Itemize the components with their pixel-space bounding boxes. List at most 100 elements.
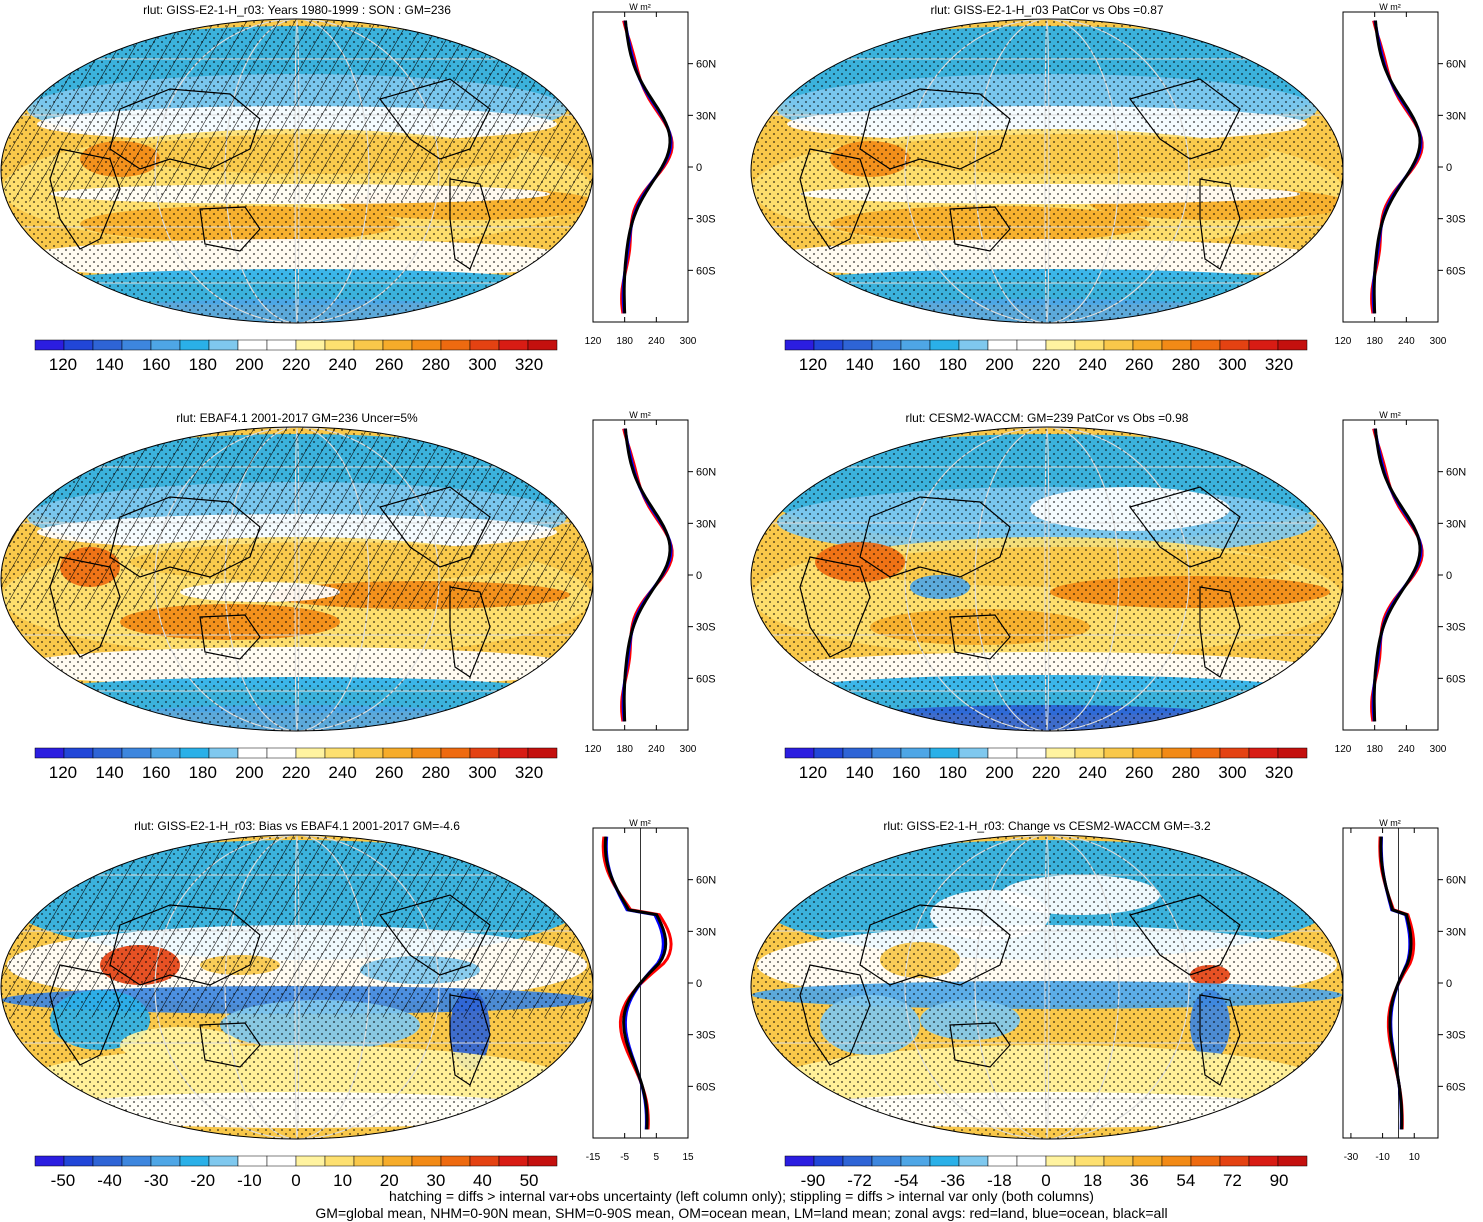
coastline: [49, 964, 121, 1066]
zonal-all-curve: [603, 836, 668, 1130]
colorbar-label: 220: [1032, 355, 1060, 374]
colorbar-swatch: [63, 339, 94, 351]
lat-tick-label: 30S: [696, 622, 716, 634]
zonal-unit-label: W m²: [629, 410, 651, 420]
colorbar-swatch: [440, 747, 471, 759]
lat-tick-label: 0: [696, 570, 702, 582]
x-tick-label: 180: [616, 336, 633, 347]
x-tick-label: -10: [1375, 1152, 1390, 1163]
colorbar-label: -72: [847, 1171, 872, 1190]
colorbar-label: 200: [985, 355, 1013, 374]
map-field: [1, 427, 593, 731]
colorbar-swatch: [179, 339, 210, 351]
zonal-unit-label: W m²: [1379, 818, 1401, 828]
lat-tick-label: 60N: [1446, 467, 1466, 479]
colorbar-swatch: [929, 747, 960, 759]
x-tick-label: 120: [1335, 336, 1352, 347]
footer-line-2: GM=global mean, NHM=0-90N mean, SHM=0-90…: [315, 1205, 1168, 1221]
colorbar-swatch: [63, 747, 94, 759]
colorbar-swatch: [527, 339, 558, 351]
colorbar-swatch: [871, 339, 902, 351]
colorbar-swatch: [1161, 747, 1192, 759]
lat-tick-label: 30N: [1446, 110, 1466, 122]
colorbar-swatch: [382, 747, 413, 759]
colorbar-swatch: [871, 1155, 902, 1167]
colorbar-swatch: [469, 1155, 500, 1167]
colorbar-label: 140: [845, 355, 873, 374]
colorbar-label: 0: [1041, 1171, 1050, 1190]
colorbar-swatch: [179, 747, 210, 759]
colorbar-label: 320: [515, 355, 543, 374]
colorbar-swatch: [1132, 747, 1163, 759]
panel-change-vs-ref: rlut: GISS-E2-1-H_r03: Change vs CESM2-W…: [750, 818, 1466, 1190]
lat-tick-label: 30N: [696, 110, 716, 122]
coastline: [199, 206, 261, 252]
colorbar-label: 220: [1032, 763, 1060, 782]
map-field: [1, 835, 593, 1139]
colorbar-swatch: [469, 339, 500, 351]
colorbar-label: 260: [1125, 763, 1153, 782]
colorbar-swatch: [1248, 339, 1279, 351]
zonal-land-curve: [1370, 428, 1424, 722]
colorbar-swatch: [1074, 1155, 1105, 1167]
coastline: [449, 994, 491, 1086]
colorbar-swatch: [1045, 339, 1076, 351]
zonal-all-curve: [622, 428, 672, 722]
coastline: [1199, 994, 1241, 1086]
lat-tick-label: 30S: [696, 214, 716, 226]
colorbar-swatch: [498, 1155, 529, 1167]
colorbar-swatch: [382, 339, 413, 351]
x-tick-label: 180: [616, 744, 633, 755]
colorbar-label: -40: [97, 1171, 122, 1190]
colorbar-label: 240: [1078, 355, 1106, 374]
colorbar-swatch: [1045, 1155, 1076, 1167]
zonal-all-curve: [622, 20, 672, 314]
zonal-land-curve: [620, 428, 674, 722]
colorbar-swatch: [784, 339, 815, 351]
coastline: [109, 88, 261, 170]
colorbar-label: 280: [1172, 355, 1200, 374]
colorbar-label: 320: [515, 763, 543, 782]
coastline: [449, 178, 491, 270]
colorbar-swatch: [1248, 747, 1279, 759]
colorbar-swatch: [784, 747, 815, 759]
zonal-ocean-curve: [621, 428, 673, 722]
colorbar-swatch: [411, 1155, 442, 1167]
colorbar-swatch: [469, 747, 500, 759]
colorbar-swatch: [1190, 1155, 1221, 1167]
coastline: [378, 78, 491, 160]
colorbar-label: 240: [328, 355, 356, 374]
lat-tick-label: 0: [1446, 570, 1452, 582]
colorbar-swatch: [92, 747, 123, 759]
zonal-all-curve: [1379, 836, 1413, 1130]
colorbar-label: 300: [1218, 763, 1246, 782]
coastline: [49, 148, 121, 250]
x-tick-label: 120: [585, 336, 602, 347]
colorbar-label: 180: [189, 763, 217, 782]
colorbar: -90 -72 -54 -36 -18 0 18 36 54 72 90: [784, 1155, 1308, 1190]
colorbar-label: 300: [1218, 355, 1246, 374]
colorbar-label: 10: [333, 1171, 352, 1190]
x-tick-label: -30: [1344, 1152, 1359, 1163]
lat-tick-label: 30S: [1446, 214, 1466, 226]
colorbar-label: -54: [894, 1171, 919, 1190]
colorbar-swatch: [208, 339, 239, 351]
coastline: [199, 614, 261, 660]
colorbar-swatch: [958, 339, 989, 351]
colorbar-label: 280: [422, 355, 450, 374]
lat-tick-label: 30S: [696, 1030, 716, 1042]
coastline: [378, 486, 491, 568]
zonal-ocean-curve: [1371, 428, 1423, 722]
colorbar-swatch: [871, 747, 902, 759]
lat-tick-label: 60N: [1446, 875, 1466, 887]
map-field: [751, 19, 1343, 323]
colorbar: 120 140 160 180 200 220 240 260 280 300 320: [34, 339, 558, 374]
lat-tick-label: 60S: [1446, 1081, 1466, 1093]
lat-tick-label: 0: [696, 978, 702, 990]
x-tick-label: 120: [585, 744, 602, 755]
colorbar-label: 140: [95, 763, 123, 782]
colorbar-swatch: [266, 747, 297, 759]
x-tick-label: 300: [1430, 744, 1447, 755]
lat-tick-label: 30N: [1446, 518, 1466, 530]
colorbar-swatch: [842, 747, 873, 759]
